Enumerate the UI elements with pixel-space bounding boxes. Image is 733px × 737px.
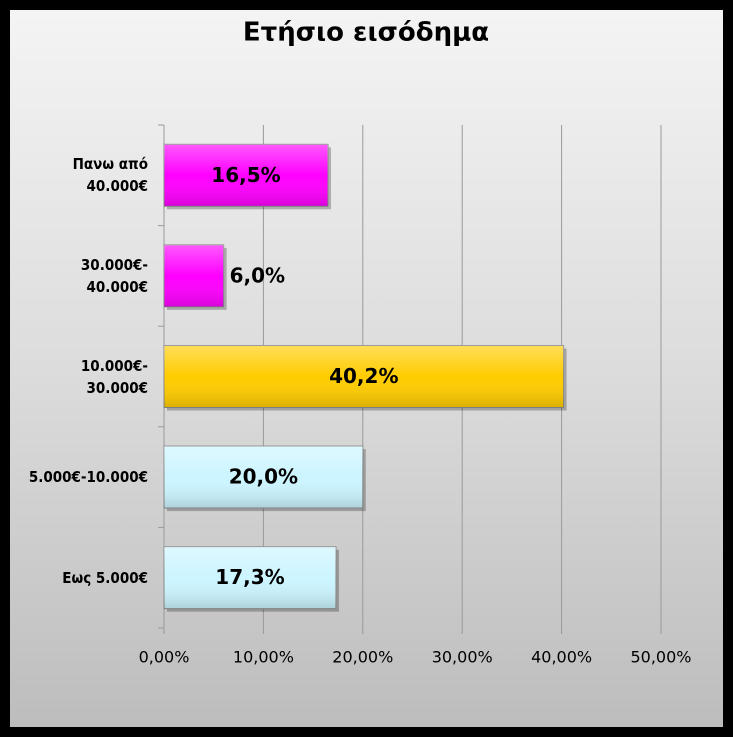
x-tick-label: 50,00% bbox=[630, 648, 691, 667]
bar-shine bbox=[164, 446, 363, 509]
bar-shine bbox=[164, 244, 224, 307]
x-tick-label: 30,00% bbox=[432, 648, 493, 667]
value-label: 6,0% bbox=[230, 263, 285, 287]
value-label: 17,3% bbox=[215, 565, 284, 589]
chart-title: Ετήσιο εισόδημα bbox=[243, 18, 489, 48]
value-label: 16,5% bbox=[211, 163, 280, 187]
x-tick-label: 10,00% bbox=[233, 648, 294, 667]
x-tick-label: 40,00% bbox=[531, 648, 592, 667]
x-tick-label: 20,00% bbox=[332, 648, 393, 667]
value-label: 40,2% bbox=[329, 364, 398, 388]
x-tick-label: 0,00% bbox=[139, 648, 190, 667]
value-label: 20,0% bbox=[229, 465, 298, 489]
bar-shine bbox=[164, 546, 336, 609]
y-tick-label: Πανω από 40.000€ bbox=[72, 155, 148, 196]
y-tick-label: Εως 5.000€ bbox=[62, 568, 148, 587]
y-tick-label: 10.000€- 30.000€ bbox=[80, 356, 148, 397]
bar-shine bbox=[164, 144, 329, 207]
bar-shine bbox=[164, 345, 564, 408]
y-tick-label: 5.000€-10.000€ bbox=[28, 468, 148, 487]
y-tick-label: 30.000€- 40.000€ bbox=[80, 255, 148, 296]
